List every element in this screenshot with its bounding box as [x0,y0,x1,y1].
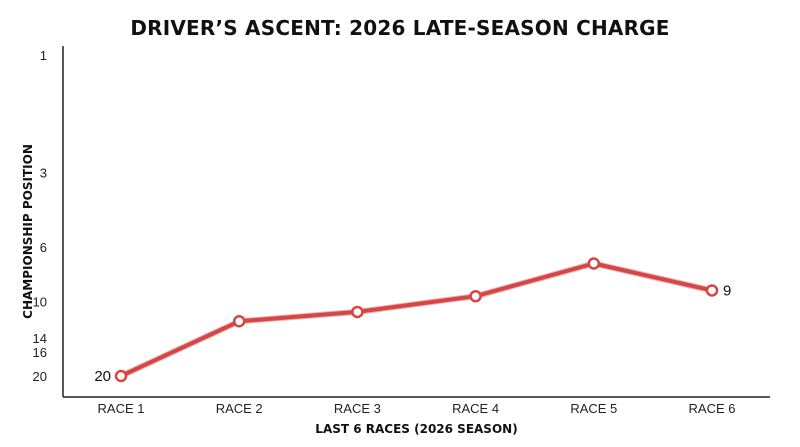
data-point [705,284,719,297]
chart-axes [62,46,770,398]
chart-series: 20 9 [94,257,731,385]
y-tick-label: 16 [33,345,47,360]
data-point [351,305,364,319]
data-point [469,289,482,303]
x-tick-label: RACE 1 [98,401,145,416]
chart-title: DRIVER’S ASCENT: 2026 LATE-SEASON CHARGE [130,16,670,40]
data-point [114,369,128,383]
y-tick-label: 10 [33,295,47,310]
x-axis-title: LAST 6 RACES (2026 SEASON) [315,422,517,436]
x-tick-label: RACE 5 [570,401,617,416]
x-tick-label: RACE 2 [216,401,263,416]
series-line-shadow [118,260,715,379]
data-point [232,315,246,328]
x-axis-ticks: RACE 1 RACE 2 RACE 3 RACE 4 RACE 5 RACE 6 [98,401,736,416]
data-label: 20 [94,368,111,385]
y-tick-label: 6 [40,240,47,255]
x-tick-label: RACE 4 [452,401,499,416]
y-tick-label: 14 [33,331,47,346]
data-point [587,257,601,270]
y-axis-title: CHAMPIONSHIP POSITION [21,144,35,319]
x-tick-label: RACE 6 [689,401,736,416]
series-line [119,261,714,378]
data-label: 9 [723,282,731,299]
y-tick-label: 20 [33,369,47,384]
y-tick-label: 3 [40,166,47,181]
x-tick-label: RACE 3 [334,401,381,416]
y-tick-label: 1 [40,48,47,63]
